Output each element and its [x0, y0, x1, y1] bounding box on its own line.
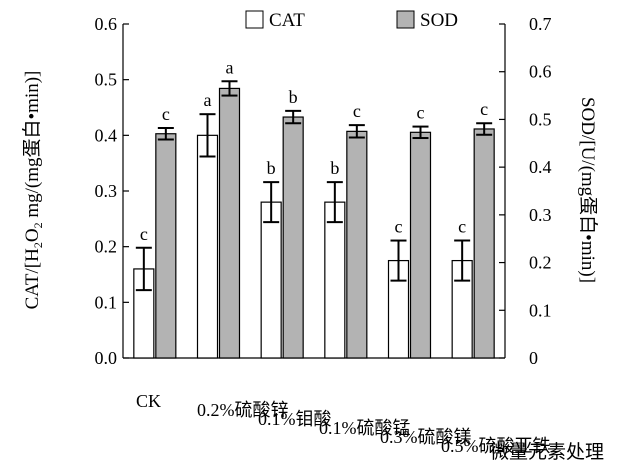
sod-bar: [218, 87, 241, 359]
legend-sod-swatch: [396, 10, 415, 29]
sod-significance-letter: b: [289, 87, 298, 107]
right-tick-label: 0.7: [529, 14, 552, 34]
y-axis-label-left-part: mg/(mg蛋白•min)]: [21, 71, 43, 223]
x-tick-label: 0.1%钼酸: [258, 409, 332, 429]
cat-significance-letter: b: [267, 158, 276, 178]
left-tick-label: 0.3: [95, 181, 118, 201]
x-tick-label: 0.1%硫酸锰: [319, 418, 411, 438]
cat-significance-letter: c: [458, 217, 466, 237]
y-axis-label-right: SOD/[U/(mg蛋白•min)]: [577, 97, 599, 283]
sod-significance-letter: c: [162, 104, 170, 124]
cat-significance-letter: a: [204, 90, 212, 110]
cat-bar: [260, 201, 282, 359]
sod-bar: [409, 131, 432, 359]
sod-bar: [155, 133, 177, 359]
left-tick-label: 0.5: [95, 70, 118, 90]
y-axis-label-left-part: CAT/[H: [22, 248, 43, 310]
x-tick-label: 0.2%硫酸锌: [197, 400, 289, 420]
right-tick-label: 0.4: [529, 157, 552, 177]
cat-significance-letter: b: [330, 158, 339, 178]
left-tick-label: 0.0: [95, 348, 118, 368]
cat-significance-letter: c: [140, 224, 148, 244]
left-tick-label: 0.2: [95, 237, 118, 257]
x-axis-label: 微量元素处理: [490, 441, 604, 463]
legend-cat-swatch: [245, 10, 264, 29]
legend: CAT SOD: [245, 10, 458, 31]
bars: c a b b c c c a b c c c: [133, 57, 495, 359]
sod-bar: [346, 130, 368, 359]
sod-significance-letter: c: [353, 101, 361, 121]
sod-significance-letter: c: [480, 99, 488, 119]
y-axis-label-left-part: O: [22, 228, 43, 242]
sod-bar: [473, 128, 495, 359]
legend-cat-label: CAT: [269, 10, 305, 31]
cat-bar: [196, 134, 219, 359]
plot-axes: 0.0 0.1 0.2 0.3 0.4 0.5 0.6 0 0.1 0.2 0.3 0.4 0.5 0.6…: [95, 14, 552, 456]
y-axis-label-left-part: 2: [31, 242, 45, 248]
right-tick-label: 0.5: [529, 109, 552, 129]
left-tick-label: 0.6: [95, 14, 118, 34]
x-tick-label: 0.3%硫酸镁: [380, 427, 472, 447]
sod-significance-letter: a: [226, 57, 234, 77]
sod-bar: [282, 116, 304, 359]
sod-significance-letter: c: [417, 103, 425, 123]
left-tick-label: 0.1: [95, 292, 118, 312]
right-tick-label: 0: [529, 348, 538, 368]
right-tick-label: 0.3: [529, 205, 552, 225]
y-axis-label-left-part: 2: [31, 222, 45, 228]
cat-significance-letter: c: [395, 217, 403, 237]
cat-bar: [324, 201, 346, 359]
right-tick-label: 0.6: [529, 62, 552, 82]
y-axis-label-left: CAT/[H2O2 mg/(mg蛋白•min)]: [21, 71, 45, 310]
left-tick-label: 0.4: [95, 125, 118, 145]
right-tick-label: 0.2: [529, 253, 552, 273]
x-tick-label: CK: [136, 391, 161, 411]
right-tick-label: 0.1: [529, 300, 552, 320]
legend-sod-label: SOD: [420, 10, 458, 31]
x-tick-label: 0.5%硫酸亚铁: [441, 436, 551, 456]
